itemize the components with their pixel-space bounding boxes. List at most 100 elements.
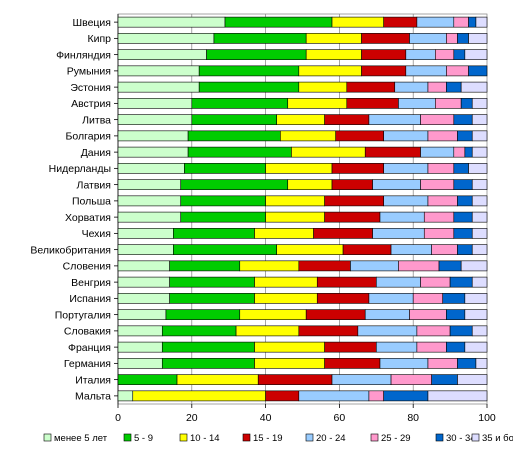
bar-segment-1 — [117, 98, 193, 109]
bar-row — [117, 81, 488, 93]
bar-segment-2 — [191, 98, 289, 109]
bar-segment-1 — [117, 114, 193, 125]
bar-segment-4 — [324, 341, 377, 353]
bar-segment-4 — [324, 195, 384, 207]
bar-segment-5 — [383, 130, 429, 142]
bar-segment-1 — [117, 293, 170, 304]
legend-label: 5 - 9 — [134, 433, 153, 444]
bar-segment-4 — [361, 65, 407, 77]
category-label: Польша — [72, 196, 111, 208]
bar-segment-4 — [316, 293, 370, 304]
bar-segment-1 — [117, 260, 170, 272]
bar-segment-8 — [471, 325, 488, 337]
bar-segment-4 — [316, 276, 377, 288]
bar-segment-3 — [265, 163, 333, 174]
bar-segment-7 — [460, 98, 473, 109]
x-tick-labels: 0 20 40 60 80 100 — [115, 412, 496, 424]
bar-row — [117, 114, 488, 125]
bar-segment-7 — [453, 228, 473, 239]
bar-segment-4 — [265, 390, 300, 402]
category-label: Германия — [64, 358, 111, 370]
category-label: Венгрия — [71, 277, 111, 289]
bar-segment-6 — [423, 211, 455, 223]
bar-segment-4 — [298, 260, 351, 272]
bar-segment-7 — [464, 146, 473, 158]
legend-item: 35 и более — [471, 433, 513, 444]
legend-swatch — [242, 433, 251, 442]
category-label: Болгария — [66, 131, 111, 143]
bar-segment-5 — [368, 293, 414, 304]
bar-segment-1 — [117, 163, 185, 174]
bar-segment-7 — [453, 114, 473, 125]
bar-segment-2 — [213, 33, 307, 44]
bar-segment-8 — [457, 374, 488, 385]
bar-segment-7 — [446, 81, 462, 93]
bar-segment-5 — [405, 65, 447, 77]
bar-segment-7 — [457, 244, 473, 255]
bar-segment-5 — [364, 309, 410, 320]
legend-item: 20 - 24 — [305, 433, 346, 444]
bar-segment-6 — [423, 228, 455, 239]
bar-row — [117, 309, 488, 320]
bar-segment-6 — [416, 341, 447, 353]
bar-segment-5 — [375, 276, 421, 288]
bar-segment-7 — [453, 49, 466, 60]
bar-segment-8 — [460, 260, 488, 272]
bar-segment-5 — [331, 374, 392, 385]
bar-row — [117, 244, 488, 255]
bar-row — [117, 195, 488, 207]
bar-segment-8 — [471, 146, 488, 158]
bar-segment-7 — [383, 390, 429, 402]
bar-segment-8 — [471, 211, 488, 223]
bar-segment-3 — [291, 146, 366, 158]
bar-row — [117, 130, 488, 142]
bar-row — [117, 260, 488, 272]
legend-item: 10 - 14 — [179, 433, 220, 444]
category-label: Чехия — [82, 228, 111, 240]
bar-segment-4 — [313, 228, 373, 239]
bar-segment-3 — [305, 49, 362, 60]
bar-segment-3 — [331, 16, 384, 28]
bar-segment-3 — [298, 81, 348, 93]
bar-segment-7 — [453, 211, 473, 223]
legend-swatch — [123, 433, 132, 442]
category-label: Австрия — [71, 98, 111, 110]
bar-segment-2 — [117, 374, 178, 385]
category-label: Великобритания — [30, 244, 111, 256]
legend-swatch — [43, 433, 52, 442]
category-label: Швеция — [73, 17, 112, 29]
category-label: Эстония — [70, 82, 111, 94]
bar-segment-2 — [165, 309, 241, 320]
bar-segment-1 — [117, 16, 226, 28]
bar-segment-5 — [375, 341, 418, 353]
bar-segment-1 — [117, 341, 163, 353]
grid-lines — [117, 14, 488, 408]
legend: менее 5 лет 5 - 9 10 - 14 15 - 19 20 - 24 25 … — [43, 433, 513, 444]
category-label: Италия — [75, 374, 111, 386]
bar-row — [117, 390, 488, 402]
legend-swatch — [370, 433, 379, 442]
bar-segment-6 — [446, 33, 458, 44]
bar-segment-3 — [254, 276, 318, 288]
bar-segment-3 — [254, 341, 325, 353]
bar-segment-8 — [460, 81, 488, 93]
bar-segment-3 — [254, 228, 314, 239]
bar-segment-4 — [346, 81, 396, 93]
x-tick-label: 100 — [478, 412, 496, 424]
category-label: Литва — [82, 114, 111, 126]
bar-segment-3 — [239, 260, 300, 272]
category-label: Испания — [69, 293, 111, 305]
bar-segment-2 — [191, 114, 277, 125]
bar-segment-7 — [446, 309, 466, 320]
bar-segment-2 — [173, 228, 255, 239]
bar-row — [117, 16, 488, 28]
x-tick-label: 40 — [260, 412, 272, 424]
bar-segment-6 — [420, 179, 455, 190]
bar-segment-4 — [335, 130, 384, 142]
bar-segment-6 — [431, 244, 458, 255]
bar-segment-4 — [331, 179, 373, 190]
bar-segment-8 — [464, 49, 488, 60]
bar-segment-3 — [287, 179, 333, 190]
bar-segment-5 — [398, 98, 436, 109]
